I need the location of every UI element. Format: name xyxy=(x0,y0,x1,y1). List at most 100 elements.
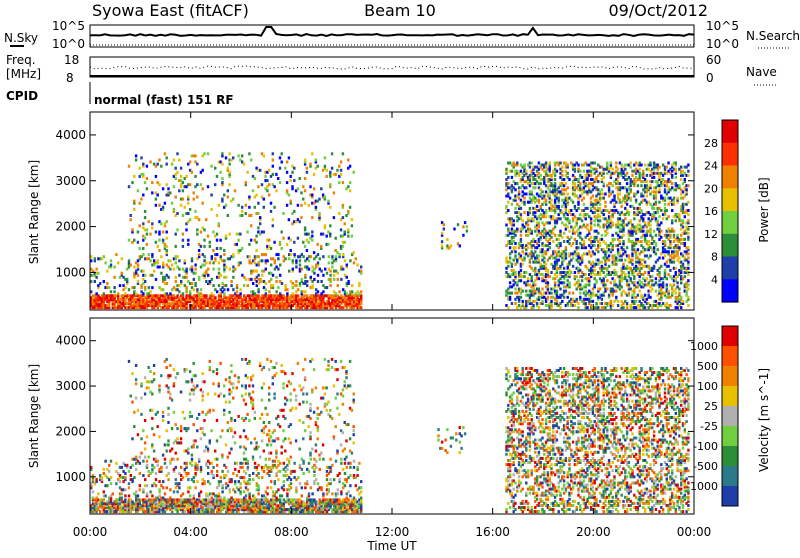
power-echo-cell xyxy=(574,271,576,274)
power-echo-cell xyxy=(561,300,563,303)
power-echo-cell xyxy=(342,253,344,256)
power-echo-cell xyxy=(581,219,583,222)
power-echo-cell xyxy=(297,204,299,207)
power-echo-cell xyxy=(293,241,295,244)
power-echo-cell xyxy=(196,183,198,186)
power-echo-cell xyxy=(353,171,355,174)
power-echo-cell xyxy=(275,173,277,176)
power-echo-cell xyxy=(158,249,160,252)
power-echo-cell xyxy=(169,259,171,262)
power-echo-cell xyxy=(277,253,279,256)
power-echo-cell xyxy=(509,246,511,249)
power-echo-cell xyxy=(649,162,651,165)
power-echo-cell xyxy=(300,204,302,207)
power-echo-cell xyxy=(160,255,162,258)
power-echo-cell xyxy=(329,270,331,273)
power-echo-cell xyxy=(297,237,299,240)
power-echo-cell xyxy=(227,167,229,170)
power-echo-cell xyxy=(173,268,175,271)
power-echo-cell xyxy=(232,198,234,201)
power-echo-cell xyxy=(277,257,279,260)
power-echo-cell xyxy=(175,245,177,248)
power-echo-cell xyxy=(273,206,275,209)
power-echo-cell xyxy=(604,201,606,204)
power-echo-cell xyxy=(228,183,230,186)
power-echo-cell xyxy=(124,286,126,289)
power-echo-cell xyxy=(549,221,551,224)
power-echo-cell xyxy=(329,224,331,227)
power-echo-cell xyxy=(507,182,509,185)
power-echo-cell xyxy=(612,234,614,237)
power-echo-cell xyxy=(586,224,588,227)
power-echo-cell xyxy=(335,173,337,176)
power-echo-cell xyxy=(658,215,660,218)
power-echo-cell xyxy=(149,161,151,164)
power-echo-cell xyxy=(347,185,349,188)
power-echo-cell xyxy=(270,264,272,267)
power-echo-cell xyxy=(588,250,590,253)
power-echo-cell xyxy=(687,213,689,216)
power-echo-cell xyxy=(166,237,168,240)
power-echo-cell xyxy=(286,243,288,246)
power-echo-cell xyxy=(265,268,267,271)
power-echo-cell xyxy=(255,235,257,238)
power-echo-cell xyxy=(256,270,258,273)
power-echo-cell xyxy=(243,163,245,166)
power-echo-cell xyxy=(182,214,184,217)
power-echo-cell xyxy=(241,210,243,213)
power-echo-cell xyxy=(511,203,513,206)
power-echo-cell xyxy=(511,292,513,295)
power-echo-cell xyxy=(241,247,243,250)
power-echo-cell xyxy=(106,270,108,273)
power-echo-cell xyxy=(687,228,689,231)
power-echo-cell xyxy=(536,302,538,305)
nave-trace xyxy=(90,66,694,69)
power-echo-cell xyxy=(541,288,543,291)
power-echo-cell xyxy=(666,277,668,280)
power-echo-cell xyxy=(662,217,664,220)
power-echo-cell xyxy=(653,207,655,210)
power-echo-cell xyxy=(613,238,615,241)
power-echo-cell xyxy=(292,292,294,295)
power-echo-cell xyxy=(664,254,666,257)
power-echo-cell xyxy=(534,267,536,270)
power-echo-cell xyxy=(507,228,509,231)
power-echo-cell xyxy=(144,274,146,277)
power-echo-cell xyxy=(594,269,596,272)
power-echo-cell xyxy=(630,277,632,280)
power-echo-cell xyxy=(678,246,680,249)
power-echo-cell xyxy=(561,170,563,173)
power-echo-cell xyxy=(113,266,115,269)
power-echo-cell xyxy=(687,257,689,260)
power-echo-cell xyxy=(272,152,274,155)
power-echo-cell xyxy=(317,243,319,246)
power-echo-cell xyxy=(347,235,349,238)
power-echo-cell xyxy=(295,259,297,262)
power-echo-cell xyxy=(545,215,547,218)
power-echo-cell xyxy=(311,239,313,242)
power-echo-cell xyxy=(326,272,328,275)
power-echo-cell xyxy=(295,280,297,283)
power-echo-cell xyxy=(579,213,581,216)
power-echo-cell xyxy=(219,171,221,174)
power-echo-cell xyxy=(216,214,218,217)
power-echo-cell xyxy=(653,176,655,179)
power-echo-cell xyxy=(346,292,348,295)
power-echo-cell xyxy=(189,183,191,186)
power-echo-cell xyxy=(333,278,335,281)
power-echo-cell xyxy=(622,263,624,266)
power-echo-cell xyxy=(351,224,353,227)
power-echo-cell xyxy=(599,207,601,210)
power-echo-cell xyxy=(227,214,229,217)
power-echo-cell xyxy=(534,283,536,286)
power-echo-cell xyxy=(158,183,160,186)
power-echo-cell xyxy=(597,232,599,235)
power-echo-cell xyxy=(299,264,301,267)
power-echo-cell xyxy=(302,241,304,244)
power-echo-cell xyxy=(202,187,204,190)
power-echo-cell xyxy=(137,231,139,234)
power-echo-cell xyxy=(577,302,579,305)
station-title: Syowa East (fitACF) xyxy=(92,1,249,20)
power-echo-cell xyxy=(162,187,164,190)
power-echo-cell xyxy=(113,286,115,289)
